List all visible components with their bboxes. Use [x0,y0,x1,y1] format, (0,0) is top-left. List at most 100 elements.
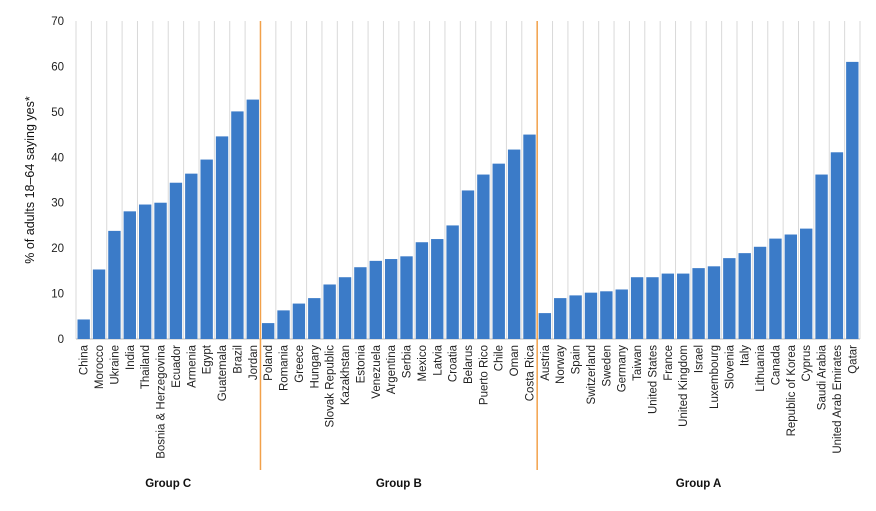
x-tick-label: Serbia [402,344,414,378]
x-tick-label: Cyprus [801,345,813,382]
x-tick-label: Luxembourg [709,345,721,409]
bar-20 [384,259,398,339]
x-tick-label: Armenia [186,344,198,387]
bar-25 [461,190,475,339]
x-tick-label: Spain [571,345,583,374]
bar-22 [415,242,429,339]
x-tick-label: Bosnia & Herzegovina [156,344,168,458]
bar-5 [154,202,167,339]
x-tick-label: Greece [294,345,306,383]
bar-18 [354,267,367,339]
x-tick-label: Egypt [202,344,214,374]
bar-42 [723,258,736,339]
group-separators [259,21,538,470]
bar-27 [492,163,505,339]
y-axis-ticks: 0 10 20 30 40 50 60 70 [51,16,64,346]
x-tick-label: Venezuela [371,344,383,398]
x-tick-label: United Arab Emirates [832,345,844,454]
y-tick-label: 60 [51,61,64,73]
bar-26 [477,174,490,339]
x-tick-label: Ecuador [171,345,183,388]
x-tick-label: Slovenia [724,344,736,389]
bar-28 [507,149,521,339]
bar-24 [446,225,459,339]
x-tick-label: Lithuania [755,344,767,391]
bar-37 [646,277,659,339]
x-axis-ticks: China Morocco Ukraine India Thailand Bosnia &… [79,344,860,459]
bar-21 [400,256,413,339]
y-tick-label: 70 [51,16,64,28]
x-tick-label: Guatemala [217,344,229,401]
bar-9 [215,136,229,339]
y-tick-label: 10 [51,289,64,301]
x-tick-label: Mexico [417,345,429,381]
bar-44 [753,246,767,339]
bar-38 [661,273,675,339]
x-tick-label: Latvia [432,344,444,375]
y-tick-label: 30 [51,198,64,210]
x-tick-label: China [79,344,91,375]
bar-50 [846,61,859,340]
bar-40 [692,268,705,339]
x-tick-label: Saudi Arabia [817,344,829,410]
x-tick-label: Sweden [601,345,613,387]
x-tick-label: Brazil [232,345,244,374]
bar-45 [769,238,782,339]
x-tick-label: Chile [494,345,506,371]
x-tick-label: Germany [617,345,629,393]
bar-13 [277,310,290,339]
bar-49 [830,152,844,339]
bars [77,61,859,340]
x-tick-label: Argentina [386,344,398,394]
bar-46 [784,234,798,339]
x-tick-label: Austria [540,344,552,380]
x-tick-label: Thailand [140,345,152,389]
bar-3 [123,211,136,339]
bar-31 [554,298,567,339]
x-tick-label: Canada [770,344,782,385]
y-axis-title: % of adults 18–64 saying yes* [23,96,37,264]
bar-7 [185,173,198,339]
bar-14 [292,303,306,339]
bar-23 [431,239,444,339]
x-tick-label: Costa Rica [524,344,536,401]
x-tick-label: Morocco [94,345,106,389]
x-tick-label: Estonia [355,344,367,383]
x-tick-label: Oman [509,345,521,376]
bar-32 [569,295,582,339]
x-tick-label: Qatar [847,345,859,374]
x-tick-label: Switzerland [586,345,598,404]
x-tick-label: Belarus [463,345,475,384]
bar-8 [200,159,213,339]
x-tick-label: Kazakhstan [340,345,352,405]
x-tick-label: Republic of Korea [786,344,798,436]
bar-2 [108,230,121,339]
x-tick-label: Poland [263,345,275,381]
y-tick-label: 20 [51,243,64,255]
bar-12 [261,323,275,339]
x-tick-label: Taiwan [632,345,644,381]
bar-1 [92,269,106,339]
group-label: Group C [145,478,191,490]
bar-41 [707,266,721,339]
y-tick-label: 50 [51,107,64,119]
bar-34 [600,291,613,339]
x-tick-label: Slovak Republic [325,345,337,428]
x-tick-label: United States [647,345,659,414]
bar-30 [538,313,552,339]
x-tick-label: United Kingdom [678,345,690,427]
bar-17 [338,277,352,339]
bar-6 [169,182,183,339]
bar-16 [323,284,336,339]
x-tick-label: Israel [694,345,706,373]
x-tick-label: Jordan [248,345,260,380]
y-tick-label: 40 [51,152,64,164]
x-tick-label: Ukraine [109,345,121,385]
x-tick-label: Norway [555,345,567,384]
bar-4 [138,204,152,339]
x-tick-label: Italy [740,345,752,366]
bar-29 [523,134,536,339]
bar-36 [630,277,644,339]
bar-43 [738,253,751,339]
